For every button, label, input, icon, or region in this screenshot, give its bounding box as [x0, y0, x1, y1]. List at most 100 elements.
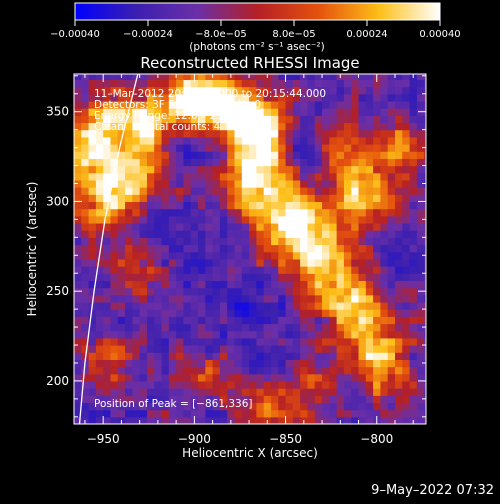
heatmap-cell [314, 316, 323, 325]
heatmap-cell [161, 402, 170, 411]
heatmap-cell [161, 165, 170, 174]
heatmap-cell [314, 352, 323, 360]
heatmap-cell [190, 108, 199, 116]
heatmap-cell [380, 230, 389, 238]
heatmap-cell [125, 222, 133, 231]
heatmap-cell [314, 151, 323, 159]
heatmap-cell [402, 251, 411, 260]
heatmap-cell [205, 100, 214, 109]
heatmap-cell [329, 122, 338, 131]
heatmap-cell [146, 165, 155, 174]
heatmap-cell [329, 222, 338, 231]
heatmap-cell [74, 380, 82, 389]
heatmap-cell [161, 416, 170, 424]
heatmap-cell [329, 187, 338, 195]
heatmap-cell [329, 373, 338, 382]
heatmap-cell [161, 352, 170, 360]
heatmap-cell [219, 345, 228, 353]
heatmap-cell [132, 359, 141, 368]
heatmap-cell [132, 402, 141, 411]
heatmap-cell [409, 388, 418, 396]
heatmap-cell [300, 266, 309, 274]
heatmap-cell [198, 345, 206, 353]
heatmap-cell [219, 230, 228, 238]
heatmap-cell [336, 266, 345, 274]
heatmap-cell [212, 108, 221, 116]
heatmap-cell [424, 93, 426, 102]
heatmap-cell [81, 266, 90, 274]
heatmap-cell [110, 74, 119, 80]
heatmap-cell [270, 352, 279, 360]
heatmap-cell [95, 337, 104, 346]
heatmap-cell [307, 323, 316, 332]
heatmap-cell [380, 93, 389, 102]
heatmap-cell [416, 352, 425, 360]
heatmap-cell [416, 251, 425, 260]
heatmap-cell [241, 208, 250, 217]
heatmap-cell [81, 373, 90, 382]
heatmap-cell [81, 244, 90, 253]
heatmap-cell [278, 100, 287, 109]
heatmap-cell [409, 222, 418, 231]
heatmap-cell [154, 115, 163, 124]
heatmap-cell [125, 187, 133, 195]
heatmap-cell [300, 395, 309, 404]
heatmap-cell [103, 86, 112, 95]
heatmap-cell [322, 266, 330, 274]
heatmap-cell [205, 79, 214, 88]
heatmap-cell [241, 416, 250, 424]
heatmap-cell [183, 86, 192, 95]
heatmap-cell [110, 201, 119, 210]
heatmap-cell [88, 359, 97, 368]
heatmap-cell [329, 93, 338, 102]
heatmap-cell [241, 136, 250, 145]
heatmap-cell [416, 179, 425, 188]
heatmap-cell [190, 129, 199, 138]
heatmap-cell [263, 172, 272, 181]
heatmap-cell [81, 187, 90, 195]
heatmap-cell [263, 323, 272, 332]
heatmap-cell [416, 122, 425, 131]
heatmap-cell [146, 373, 155, 382]
heatmap-cell [292, 93, 301, 102]
heatmap-cell [424, 129, 426, 138]
heatmap-cell [125, 337, 133, 346]
heatmap-cell [219, 208, 228, 217]
heatmap-cell [234, 122, 243, 131]
heatmap-cell [300, 215, 309, 224]
heatmap-cell [241, 352, 250, 360]
heatmap-cell [256, 215, 265, 224]
heatmap-cell [270, 380, 279, 389]
heatmap-cell [241, 86, 250, 95]
heatmap-cell [409, 409, 418, 418]
heatmap-cell [234, 366, 243, 375]
heatmap-cell [256, 287, 265, 296]
heatmap-cell [380, 179, 389, 188]
heatmap-cell [241, 323, 250, 332]
heatmap-cell [402, 330, 411, 339]
heatmap-cell [402, 309, 411, 317]
heatmap-cell [409, 86, 418, 95]
heatmap-cell [292, 179, 301, 188]
heatmap-cell [292, 100, 301, 109]
heatmap-cell [110, 144, 119, 152]
heatmap-cell [256, 280, 265, 289]
heatmap-cell [402, 179, 411, 188]
heatmap-cell [270, 280, 279, 289]
heatmap-cell [292, 74, 301, 80]
heatmap-cell [110, 366, 119, 375]
heatmap-cell [402, 222, 411, 231]
heatmap-cell [394, 380, 403, 389]
heatmap-cell [234, 373, 243, 382]
heatmap-cell [176, 380, 185, 389]
heatmap-cell [387, 301, 396, 310]
heatmap-cell [190, 337, 199, 346]
heatmap-cell [263, 316, 272, 325]
heatmap-cell [176, 151, 185, 159]
colorbar-strip [74, 2, 441, 21]
heatmap-cell [351, 208, 360, 217]
heatmap-cell [336, 151, 345, 159]
solar-limb-line [78, 74, 139, 424]
heatmap-cell [183, 301, 192, 310]
heatmap-cell [110, 345, 119, 353]
